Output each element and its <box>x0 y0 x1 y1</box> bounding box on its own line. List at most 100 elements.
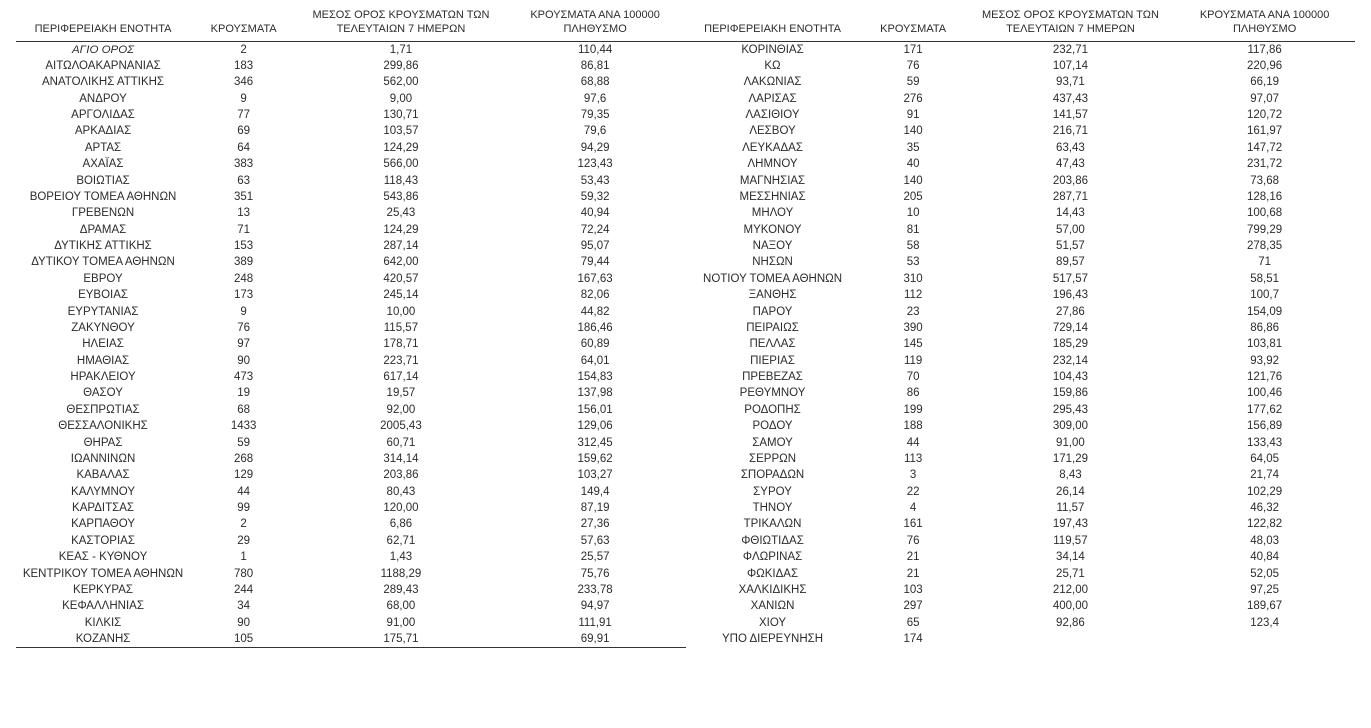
cell-per100k: 93,92 <box>1174 353 1355 369</box>
cell-per100k: 121,76 <box>1174 369 1355 385</box>
cell-cases: 69 <box>190 123 297 139</box>
table-left-half: ΠΕΡΙΦΕΡΕΙΑΚΗ ΕΝΟΤΗΤΑ ΚΡΟΥΣΜΑΤΑ ΜΕΣΟΣ ΟΡΟ… <box>16 8 686 648</box>
cell-cases: 68 <box>190 402 297 418</box>
cell-cases: 390 <box>860 320 967 336</box>
cell-name: ΕΒΡΟΥ <box>16 271 190 287</box>
table-row: ΑΝΔΡΟΥ99,0097,6 <box>16 91 686 107</box>
cell-cases: 86 <box>860 385 967 401</box>
cell-cases: 183 <box>190 58 297 74</box>
cell-name: ΕΥΡΥΤΑΝΙΑΣ <box>16 304 190 320</box>
cell-per100k: 58,51 <box>1174 271 1355 287</box>
table-row: ΜΕΣΣΗΝΙΑΣ205287,71128,16 <box>686 189 1356 205</box>
cell-cases: 91 <box>860 107 967 123</box>
cell-per100k: 220,96 <box>1174 58 1355 74</box>
table-row: ΚΑΒΑΛΑΣ129203,86103,27 <box>16 467 686 483</box>
table-row: ΣΥΡΟΥ2226,14102,29 <box>686 484 1356 500</box>
cell-name: ΠΕΛΛΑΣ <box>686 336 860 352</box>
cell-name: ΧΑΛΚΙΔΙΚΗΣ <box>686 582 860 598</box>
cell-avg7: 130,71 <box>297 107 505 123</box>
cell-avg7: 2005,43 <box>297 418 505 434</box>
cell-name: ΧΑΝΙΩΝ <box>686 598 860 614</box>
header-region: ΠΕΡΙΦΕΡΕΙΑΚΗ ΕΝΟΤΗΤΑ <box>16 8 190 41</box>
cell-name: ΦΛΩΡΙΝΑΣ <box>686 549 860 565</box>
table-row: ΑΝΑΤΟΛΙΚΗΣ ΑΤΤΙΚΗΣ346562,0068,88 <box>16 74 686 90</box>
cell-avg7: 8,43 <box>967 467 1175 483</box>
cell-cases: 59 <box>860 74 967 90</box>
table-row: ΦΘΙΩΤΙΔΑΣ76119,5748,03 <box>686 533 1356 549</box>
header-per100k: ΚΡΟΥΣΜΑΤΑ ΑΝΑ 100000 ΠΛΗΘΥΣΜΟ <box>1174 8 1355 41</box>
cell-per100k: 231,72 <box>1174 156 1355 172</box>
cell-name: ΚΟΡΙΝΘΙΑΣ <box>686 41 860 58</box>
cell-cases: 34 <box>190 598 297 614</box>
cell-cases: 113 <box>860 451 967 467</box>
cell-avg7: 309,00 <box>967 418 1175 434</box>
header-cases: ΚΡΟΥΣΜΑΤΑ <box>860 8 967 41</box>
cell-avg7: 93,71 <box>967 74 1175 90</box>
covid-cases-table: ΠΕΡΙΦΕΡΕΙΑΚΗ ΕΝΟΤΗΤΑ ΚΡΟΥΣΜΑΤΑ ΜΕΣΟΣ ΟΡΟ… <box>0 0 1371 662</box>
cell-cases: 1433 <box>190 418 297 434</box>
cell-avg7: 25,43 <box>297 205 505 221</box>
table-row: ΣΕΡΡΩΝ113171,2964,05 <box>686 451 1356 467</box>
cell-cases: 99 <box>190 500 297 516</box>
cell-avg7: 400,00 <box>967 598 1175 614</box>
cell-avg7: 51,57 <box>967 238 1175 254</box>
table-body-left: ΑΓΙΟ ΟΡΟΣ21,71110,44ΑΙΤΩΛΟΑΚΑΡΝΑΝΙΑΣ1832… <box>16 41 686 648</box>
cell-avg7: 119,57 <box>967 533 1175 549</box>
cell-avg7: 10,00 <box>297 304 505 320</box>
cell-cases: 346 <box>190 74 297 90</box>
cell-cases: 63 <box>190 173 297 189</box>
table-row: ΧΙΟΥ6592,86123,4 <box>686 615 1356 631</box>
cell-cases: 10 <box>860 205 967 221</box>
header-cases: ΚΡΟΥΣΜΑΤΑ <box>190 8 297 41</box>
cell-per100k: 186,46 <box>505 320 686 336</box>
cell-name: ΞΑΝΘΗΣ <box>686 287 860 303</box>
cell-cases: 105 <box>190 631 297 648</box>
table-row: ΒΟΡΕΙΟΥ ΤΟΜΕΑ ΑΘΗΝΩΝ351543,8659,32 <box>16 189 686 205</box>
cell-avg7: 642,00 <box>297 254 505 270</box>
cell-per100k: 44,82 <box>505 304 686 320</box>
cell-avg7: 517,57 <box>967 271 1175 287</box>
cell-per100k: 123,43 <box>505 156 686 172</box>
cell-per100k: 278,35 <box>1174 238 1355 254</box>
cell-cases: 297 <box>860 598 967 614</box>
cell-name: ΚΕΑΣ - ΚΥΘΝΟΥ <box>16 549 190 565</box>
cell-name: ΜΕΣΣΗΝΙΑΣ <box>686 189 860 205</box>
table-row: ΠΕΙΡΑΙΩΣ390729,1486,86 <box>686 320 1356 336</box>
cell-cases: 59 <box>190 435 297 451</box>
table-row: ΧΑΛΚΙΔΙΚΗΣ103212,0097,25 <box>686 582 1356 598</box>
cell-name: ΡΟΔΟΠΗΣ <box>686 402 860 418</box>
cell-avg7: 203,86 <box>967 173 1175 189</box>
cell-per100k: 95,07 <box>505 238 686 254</box>
cell-cases: 119 <box>860 353 967 369</box>
header-avg7: ΜΕΣΟΣ ΟΡΟΣ ΚΡΟΥΣΜΑΤΩΝ ΤΩΝ ΤΕΛΕΥΤΑΙΩΝ 7 Η… <box>967 8 1175 41</box>
cell-per100k: 40,94 <box>505 205 686 221</box>
cell-name: ΚΑΡΠΑΘΟΥ <box>16 516 190 532</box>
table-row: ΔΡΑΜΑΣ71124,2972,24 <box>16 222 686 238</box>
cell-name: ΑΓΙΟ ΟΡΟΣ <box>16 41 190 58</box>
cell-name: ΣΕΡΡΩΝ <box>686 451 860 467</box>
cell-name: ΗΡΑΚΛΕΙΟΥ <box>16 369 190 385</box>
cell-name: ΣΑΜΟΥ <box>686 435 860 451</box>
cell-avg7: 543,86 <box>297 189 505 205</box>
cell-cases: 53 <box>860 254 967 270</box>
cell-cases: 64 <box>190 140 297 156</box>
cell-cases: 276 <box>860 91 967 107</box>
cell-avg7: 185,29 <box>967 336 1175 352</box>
cell-per100k: 57,63 <box>505 533 686 549</box>
cell-cases: 29 <box>190 533 297 549</box>
table-row: ΠΙΕΡΙΑΣ119232,1493,92 <box>686 353 1356 369</box>
cell-cases: 4 <box>860 500 967 516</box>
cell-avg7: 1188,29 <box>297 566 505 582</box>
table-row: ΠΕΛΛΑΣ145185,29103,81 <box>686 336 1356 352</box>
cell-per100k: 103,81 <box>1174 336 1355 352</box>
cell-avg7: 57,00 <box>967 222 1175 238</box>
cell-name: ΛΑΡΙΣΑΣ <box>686 91 860 107</box>
cell-avg7: 68,00 <box>297 598 505 614</box>
cell-name: ΛΑΚΩΝΙΑΣ <box>686 74 860 90</box>
cell-name: ΑΧΑΪΑΣ <box>16 156 190 172</box>
cell-cases: 58 <box>860 238 967 254</box>
header-per100k: ΚΡΟΥΣΜΑΤΑ ΑΝΑ 100000 ΠΛΗΘΥΣΜΟ <box>505 8 686 41</box>
cell-avg7: 420,57 <box>297 271 505 287</box>
cell-per100k: 123,4 <box>1174 615 1355 631</box>
cell-cases: 13 <box>190 205 297 221</box>
